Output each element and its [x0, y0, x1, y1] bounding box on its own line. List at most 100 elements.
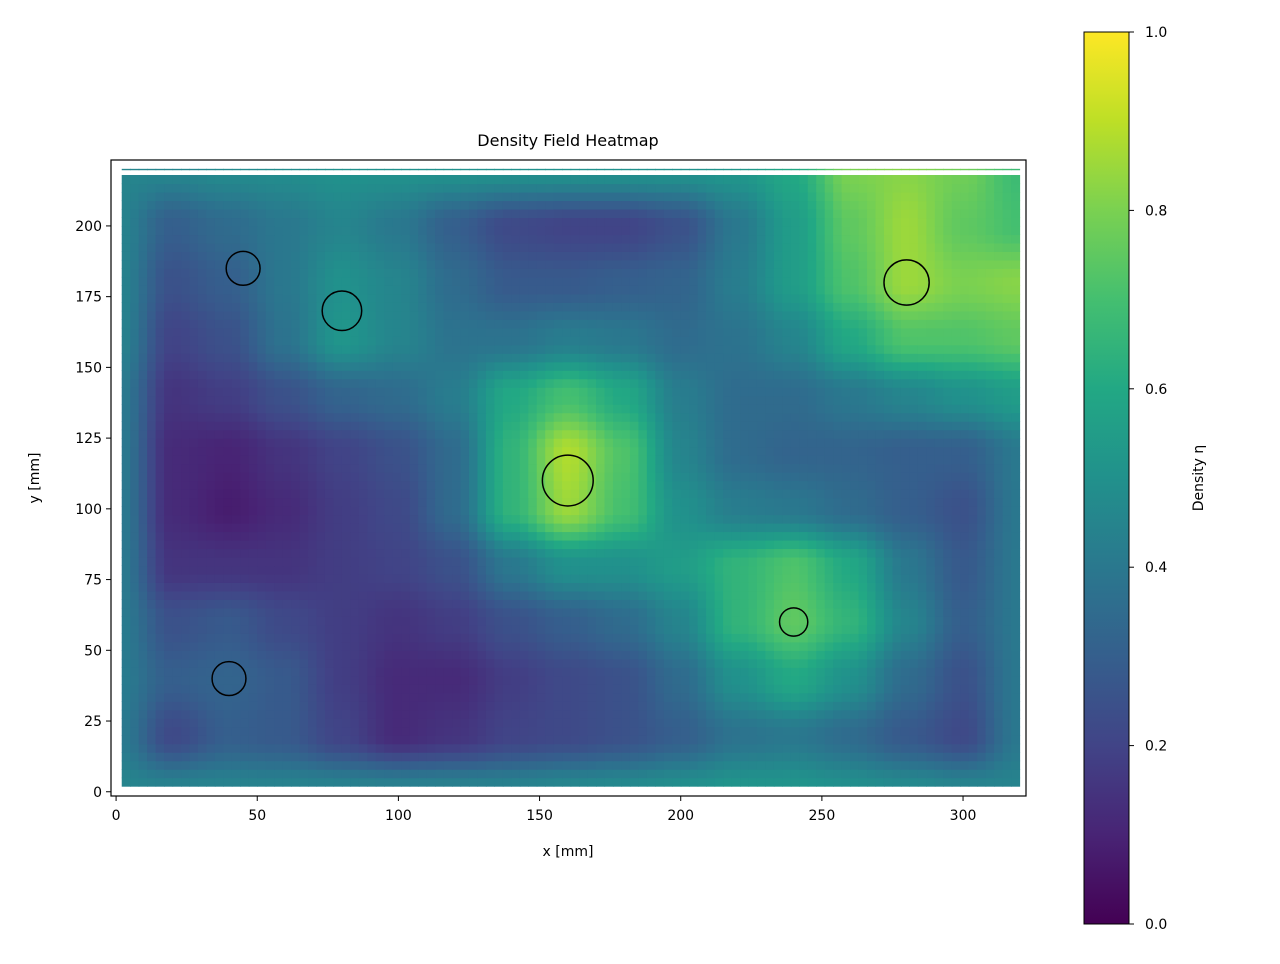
heatmap-cell	[181, 709, 191, 719]
heatmap-cell	[714, 463, 724, 473]
heatmap-cell	[994, 438, 1004, 448]
heatmap-cell	[960, 641, 970, 651]
heatmap-cell	[985, 429, 995, 439]
heatmap-cell	[723, 412, 733, 422]
heatmap-cell	[452, 641, 462, 651]
heatmap-cell	[680, 650, 690, 660]
heatmap-cell	[350, 769, 360, 779]
heatmap-cell	[358, 777, 368, 787]
heatmap-cell	[375, 506, 385, 516]
heatmap-cell	[604, 769, 614, 779]
heatmap-cell	[824, 489, 834, 499]
heatmap-cell	[452, 438, 462, 448]
heatmap-cell	[596, 506, 606, 516]
heatmap-cell	[375, 438, 385, 448]
heatmap-cell	[985, 548, 995, 558]
heatmap-cell	[494, 421, 504, 431]
heatmap-cell	[316, 650, 326, 660]
heatmap-cell	[799, 650, 809, 660]
heatmap-cell	[477, 395, 487, 405]
heatmap-cell	[663, 395, 673, 405]
heatmap-cell	[206, 522, 216, 533]
heatmap-cell	[468, 726, 479, 736]
heatmap-cell	[782, 531, 792, 541]
heatmap-cell	[883, 489, 894, 499]
heatmap-cell	[909, 421, 919, 431]
heatmap-cell	[172, 565, 182, 575]
heatmap-cell	[663, 404, 673, 414]
heatmap-cell	[706, 718, 716, 728]
heatmap-cell	[138, 412, 148, 422]
heatmap-cell	[172, 777, 182, 787]
heatmap-cell	[968, 531, 978, 541]
heatmap-cell	[790, 506, 800, 516]
heatmap-cell	[214, 556, 224, 567]
heatmap-cell	[833, 472, 843, 482]
heatmap-cell	[816, 777, 826, 787]
heatmap-cell	[960, 438, 970, 448]
heatmap-cell	[883, 726, 894, 736]
heatmap-cell	[875, 735, 885, 745]
heatmap-cell	[951, 480, 961, 490]
heatmap-cell	[646, 497, 656, 507]
heatmap-cell	[130, 769, 140, 779]
heatmap-cell	[816, 548, 826, 558]
heatmap-cell	[740, 709, 750, 719]
heatmap-cell	[257, 582, 267, 592]
heatmap-cell	[714, 624, 724, 634]
heatmap-cell	[782, 616, 792, 626]
heatmap-cell	[629, 769, 639, 779]
heatmap-cell	[231, 514, 241, 524]
heatmap-cell	[655, 412, 665, 422]
heatmap-cell	[502, 692, 512, 702]
heatmap-cell	[900, 624, 911, 634]
heatmap-cell	[545, 599, 555, 609]
heatmap-cell	[926, 701, 936, 711]
heatmap-cell	[485, 752, 495, 762]
heatmap-cell	[765, 590, 775, 600]
heatmap-cell	[790, 633, 800, 643]
heatmap-cell	[621, 556, 631, 567]
heatmap-cell	[409, 429, 419, 439]
heatmap-cell	[824, 735, 834, 745]
heatmap-cell	[883, 709, 894, 719]
heatmap-cell	[790, 641, 800, 651]
heatmap-cell	[147, 769, 157, 779]
heatmap-cell	[367, 735, 377, 745]
heatmap-cell	[282, 607, 292, 617]
heatmap-cell	[977, 404, 987, 414]
heatmap-cell	[824, 472, 834, 482]
heatmap-cell	[731, 412, 741, 422]
heatmap-cell	[782, 777, 792, 787]
heatmap-cell	[621, 590, 631, 600]
heatmap-cell	[460, 463, 470, 473]
heatmap-cell	[680, 752, 690, 762]
heatmap-cell	[367, 684, 377, 694]
heatmap-cell	[773, 497, 783, 507]
heatmap-cell	[748, 565, 758, 575]
heatmap-cell	[265, 667, 275, 677]
heatmap-cell	[265, 633, 275, 643]
heatmap-cell	[756, 548, 767, 558]
heatmap-cell	[951, 497, 961, 507]
heatmap-cell	[892, 412, 902, 422]
heatmap-cell	[308, 573, 318, 583]
heatmap-cell	[909, 709, 919, 719]
heatmap-cell	[282, 514, 292, 524]
heatmap-cell	[206, 463, 216, 473]
heatmap-cell	[612, 539, 623, 550]
heatmap-cell	[689, 777, 699, 787]
heatmap-cell	[316, 624, 326, 634]
heatmap-cell	[858, 658, 868, 668]
heatmap-cell	[477, 743, 487, 753]
heatmap-cell	[350, 455, 360, 465]
heatmap-cell	[257, 667, 267, 677]
heatmap-cell	[833, 582, 843, 592]
heatmap-cell	[943, 463, 953, 473]
heatmap-cell	[1011, 777, 1021, 787]
heatmap-cell	[689, 489, 699, 499]
heatmap-cell	[655, 489, 665, 499]
heatmap-cell	[130, 539, 140, 550]
heatmap-cell	[748, 556, 758, 567]
heatmap-cell	[181, 497, 191, 507]
